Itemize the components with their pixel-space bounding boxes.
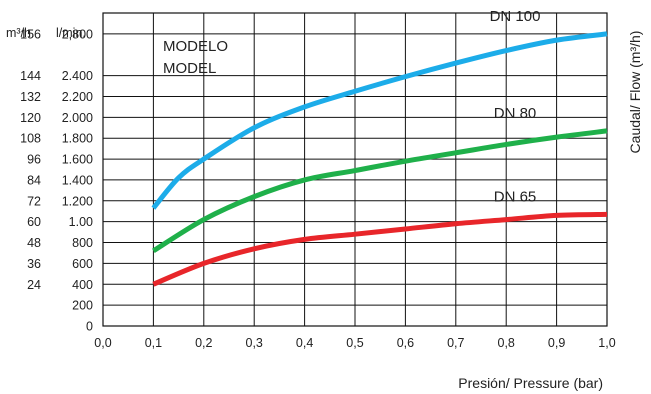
y-tick-label-lmin: 0 <box>86 320 93 334</box>
x-tick-label: 0,3 <box>246 336 263 350</box>
x-tick-label: 0,2 <box>195 336 212 350</box>
lmin-unit-label: l/min. <box>56 26 86 40</box>
x-tick-label: 0,1 <box>145 336 162 350</box>
m3h-unit-label: m³/h. <box>6 26 34 40</box>
y-tick-label-lmin: 2.000 <box>62 111 93 125</box>
y-tick-label-lmin: 800 <box>72 236 93 250</box>
y-tick-label-lmin: 1.800 <box>62 132 93 146</box>
series-line-dn-100 <box>151 31 608 210</box>
y-tick-label-lmin: 1.600 <box>62 153 93 167</box>
y-tick-labels: 2,800 156 2.400 144 2.200 132 2.000 120 1.800 108… <box>20 27 93 333</box>
y-tick-label-m3h: 144 <box>20 69 41 83</box>
y-tick-label-lmin: 400 <box>72 278 93 292</box>
plot-frame <box>102 12 608 327</box>
y-tick-label-m3h: 132 <box>20 90 41 104</box>
series-lines <box>151 31 608 287</box>
y-tick-label-lmin: 2.200 <box>62 90 93 104</box>
x-tick-labels: 0,0 0,1 0,2 0,3 0,4 0,5 0,6 0,7 0,8 0,9 1,0 <box>94 336 615 350</box>
x-tick-label: 1,0 <box>598 336 615 350</box>
x-tick-label: 0,6 <box>397 336 414 350</box>
y-tick-label-m3h: 36 <box>27 257 41 271</box>
x-tick-label: 0,7 <box>447 336 464 350</box>
model-label-es: MODELO <box>163 38 228 55</box>
x-tick-label: 0,8 <box>498 336 515 350</box>
series-label-dn-100: DN 100 <box>490 8 541 25</box>
y-tick-label-m3h: 48 <box>27 236 41 250</box>
y-tick-label-lmin: 1.200 <box>62 194 93 208</box>
x-tick-label: 0,9 <box>548 336 565 350</box>
y-tick-label-m3h: 84 <box>27 173 41 187</box>
y-axis-title: Caudal/ Flow (m³/h) <box>627 31 643 154</box>
series-line-dn-80 <box>152 128 608 254</box>
x-tick-label: 0,0 <box>94 336 111 350</box>
y-tick-label-lmin: 2,800 <box>62 27 93 41</box>
x-tick-label: 0,4 <box>296 336 313 350</box>
y-tick-label-lmin: 600 <box>72 257 93 271</box>
y-tick-label-lmin: 2.400 <box>62 69 93 83</box>
y-tick-label-lmin: 1.00 <box>69 215 93 229</box>
y-tick-label-m3h: 156 <box>20 27 41 41</box>
y-tick-label-m3h: 120 <box>20 111 41 125</box>
x-axis-title: Presión/ Pressure (bar) <box>458 375 603 391</box>
y-tick-label-m3h: 96 <box>27 153 41 167</box>
series-label-dn-65: DN 65 <box>494 188 537 205</box>
series-labels: DN 100 DN 80 DN 65 <box>490 8 541 205</box>
y-tick-label-m3h: 60 <box>27 215 41 229</box>
model-label-en: MODEL <box>163 60 216 77</box>
y-tick-label-m3h: 72 <box>27 194 41 208</box>
y-tick-label-lmin: 200 <box>72 299 93 313</box>
y-tick-label-m3h: 24 <box>27 278 41 292</box>
x-tick-label: 0,5 <box>346 336 363 350</box>
y-tick-label-m3h: 108 <box>20 132 41 146</box>
series-label-dn-80: DN 80 <box>494 105 537 122</box>
series-line-dn-65 <box>152 211 608 287</box>
y-tick-label-lmin: 1.400 <box>62 173 93 187</box>
